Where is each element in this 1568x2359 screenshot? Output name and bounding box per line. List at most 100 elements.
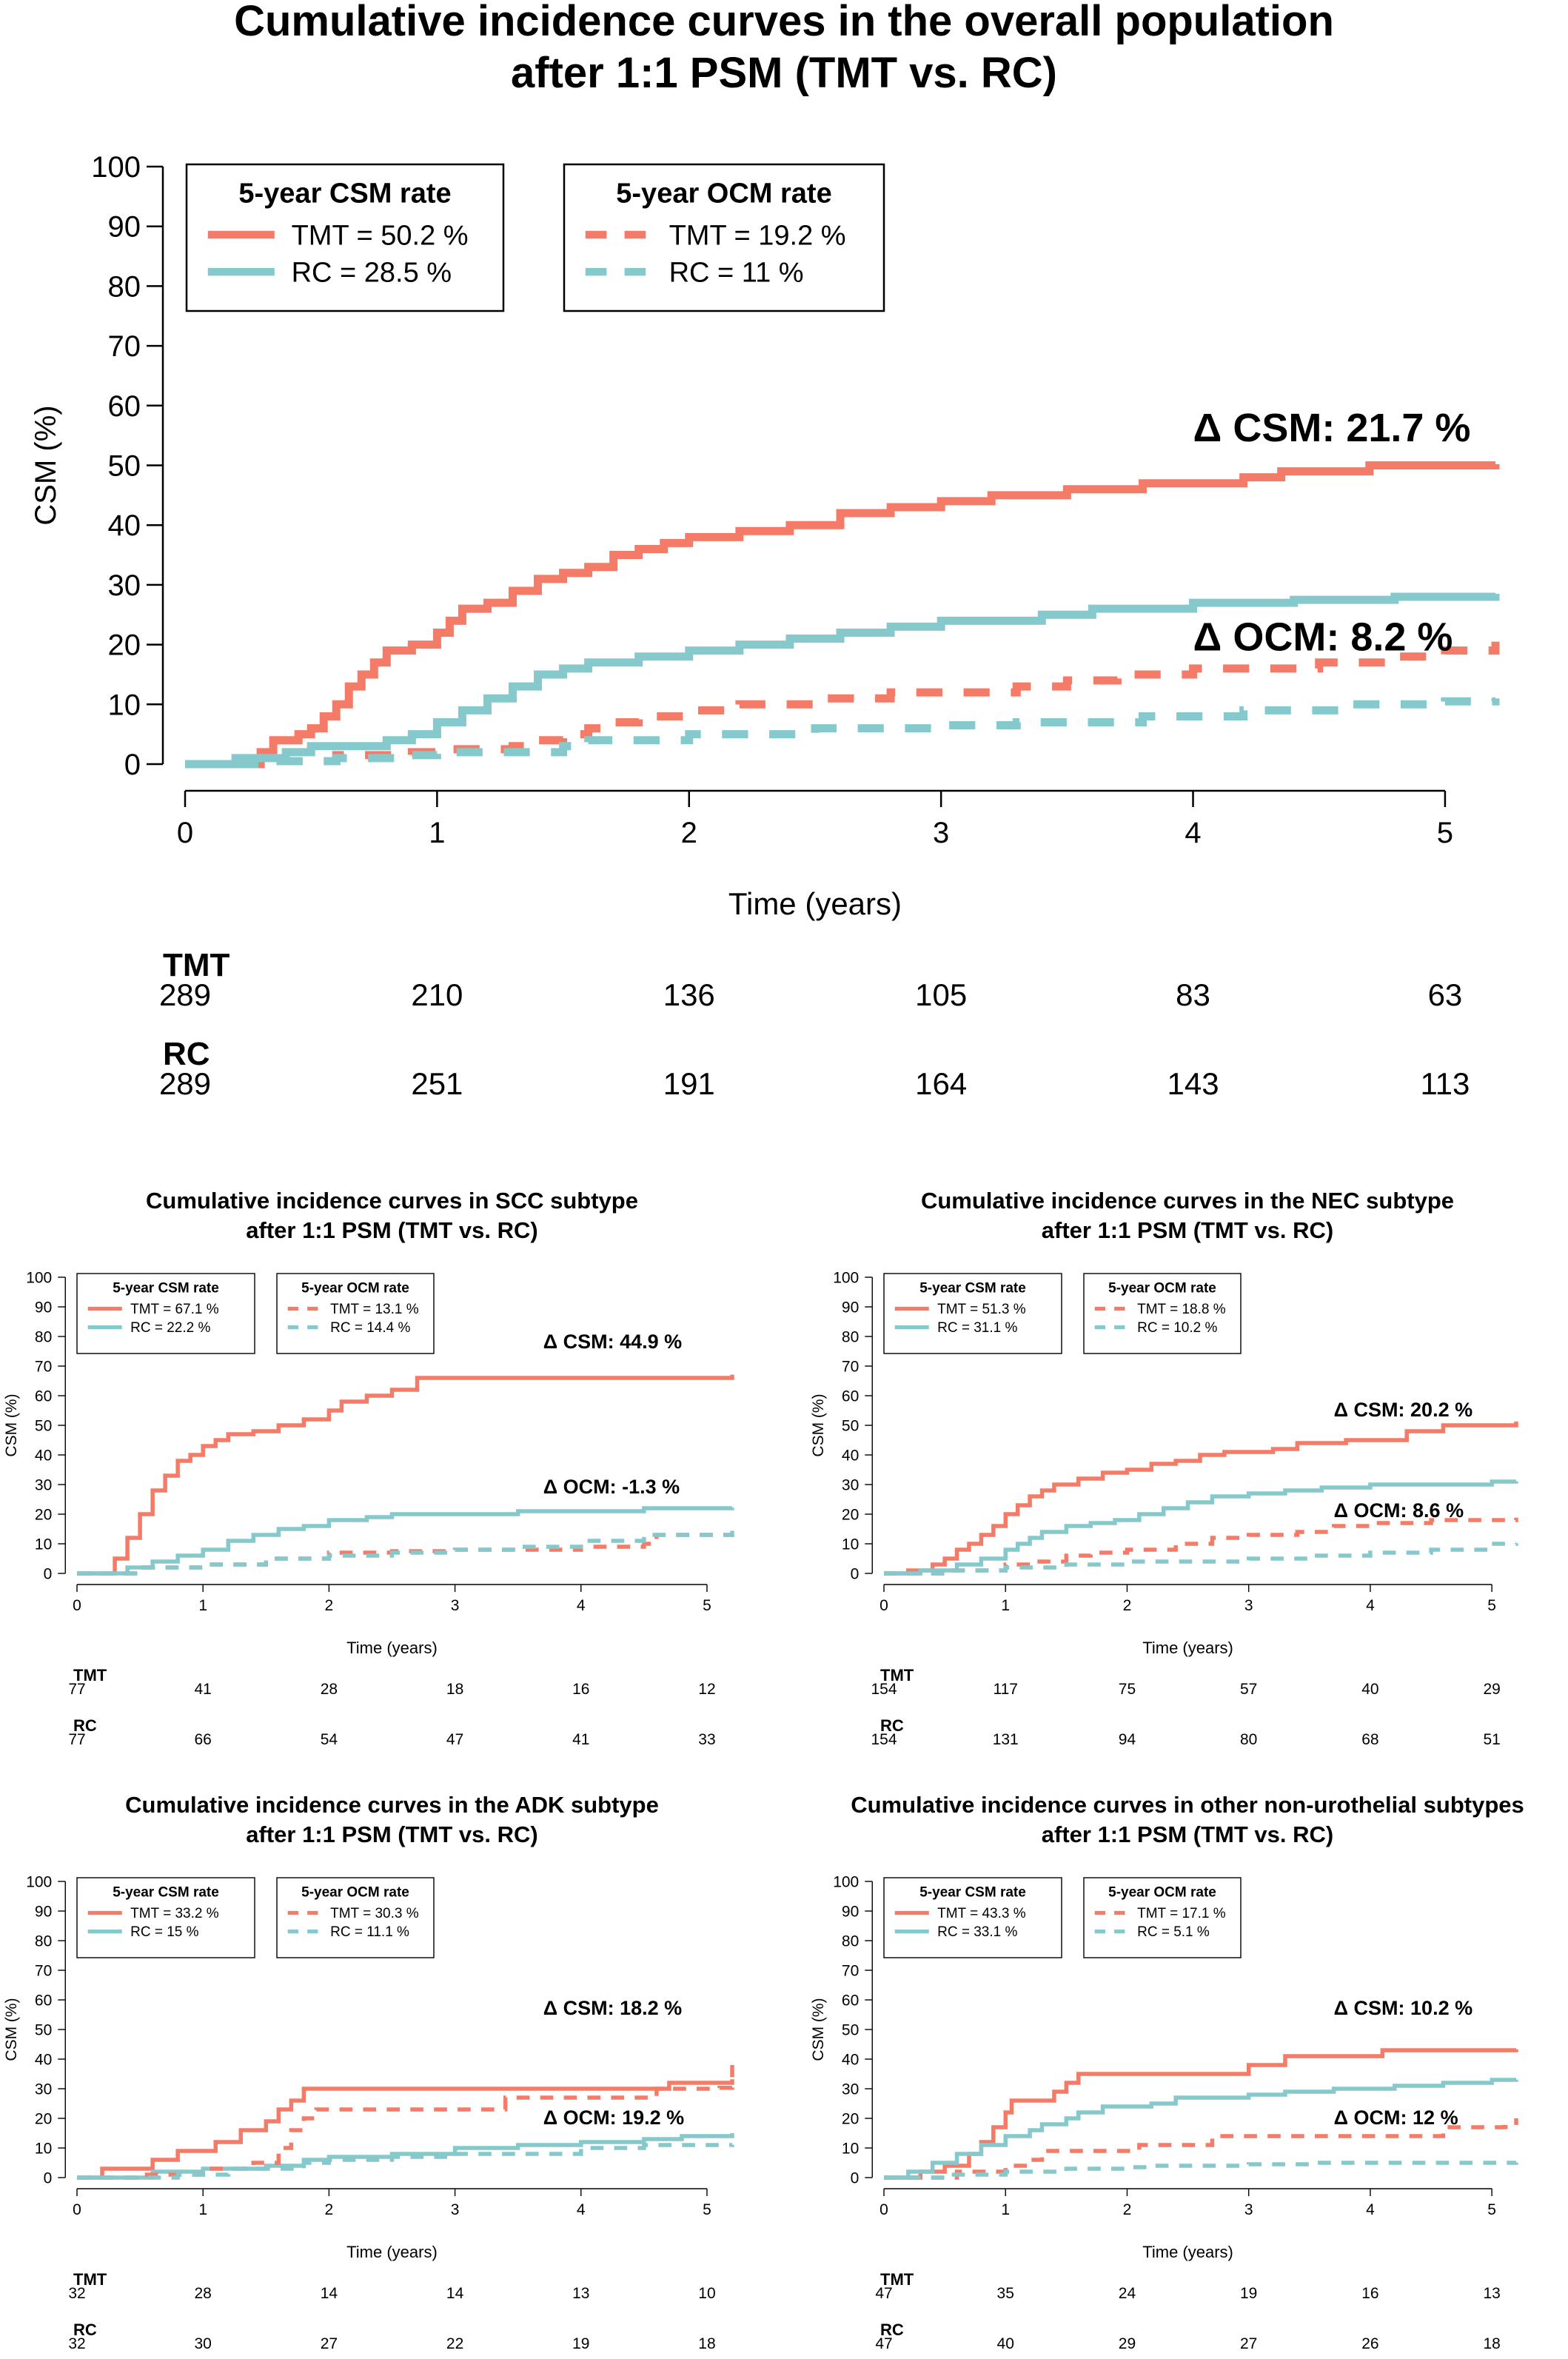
- y-tick-label: 30: [842, 1476, 859, 1493]
- legend-csm: 5-year CSM rate TMT = 67.1 % RC = 22.2 %: [76, 1273, 255, 1354]
- legend-entry: TMT = 50.2 %: [292, 220, 469, 251]
- at-risk-value-tmt: 28: [321, 1681, 338, 1698]
- y-tick-label: 0: [44, 1565, 53, 1582]
- y-tick-label: 100: [91, 151, 141, 184]
- y-tick-label: 60: [842, 1388, 859, 1405]
- at-risk-value-tmt: 16: [1361, 2285, 1378, 2302]
- at-risk-value-tmt: 10: [698, 2285, 715, 2302]
- x-tick-label: 2: [325, 2201, 334, 2218]
- at-risk-value-rc: 66: [195, 1731, 212, 1748]
- y-tick-label: 50: [35, 1417, 52, 1434]
- y-tick-label: 50: [842, 1417, 859, 1434]
- chart-svg: Cumulative incidence curves in the ADK s…: [3, 1792, 734, 2352]
- y-tick-label: 90: [35, 1903, 52, 1920]
- at-risk-value-tmt: 47: [875, 2285, 892, 2302]
- at-risk-value-tmt: 83: [1176, 977, 1210, 1012]
- y-tick-label: 30: [108, 569, 141, 602]
- legend-csm: 5-year CSM rate TMT = 51.3 % RC = 31.1 %: [883, 1273, 1062, 1354]
- chart-svg: Cumulative incidence curves in other non…: [810, 1792, 1524, 2352]
- at-risk-value-rc: 77: [68, 1731, 85, 1748]
- y-tick-label: 0: [851, 1565, 860, 1582]
- y-tick-label: 70: [842, 1962, 859, 1979]
- y-axis-label: CSM (%): [810, 1393, 827, 1456]
- delta-csm-annotation: Δ CSM: 21.7 %: [1193, 406, 1471, 450]
- at-risk-value-tmt: 24: [1119, 2285, 1136, 2302]
- legend-title: 5-year CSM rate: [238, 178, 451, 209]
- delta-ocm-annotation: Δ OCM: 12 %: [1334, 2107, 1458, 2129]
- legend-title: 5-year OCM rate: [616, 178, 831, 209]
- x-axis-label: Time (years): [1142, 1639, 1233, 1657]
- at-risk-value-tmt: 289: [159, 977, 211, 1012]
- chart-title-line: Cumulative incidence curves in other non…: [851, 1792, 1524, 1818]
- chart-nec-panel: Cumulative incidence curves in the NEC s…: [807, 1162, 1568, 1755]
- at-risk-value-rc: 164: [915, 1066, 967, 1101]
- legend-entry: RC = 5.1 %: [1137, 1924, 1210, 1940]
- at-risk-value-rc: 40: [997, 2335, 1014, 2352]
- legend-ocm: 5-year OCM rate TMT = 30.3 % RC = 11.1 %: [276, 1877, 435, 1958]
- x-axis-label: Time (years): [1142, 2243, 1233, 2261]
- y-tick-label: 40: [108, 509, 141, 542]
- x-tick-label: 2: [325, 1597, 334, 1614]
- y-tick-label: 20: [35, 2110, 52, 2127]
- at-risk-value-tmt: 117: [993, 1681, 1017, 1698]
- x-tick-label: 5: [1487, 1597, 1496, 1614]
- y-tick-label: 30: [842, 2081, 859, 2098]
- at-risk-value-rc: 191: [663, 1066, 715, 1101]
- legend-entry: TMT = 18.8 %: [1137, 1302, 1226, 1317]
- at-risk-value-tmt: 16: [572, 1681, 589, 1698]
- y-tick-label: 100: [26, 1269, 52, 1286]
- series-line-tmt-ocm: [185, 641, 1500, 769]
- chart-title-line: Cumulative incidence curves in the ADK s…: [125, 1792, 659, 1818]
- at-risk-label-tmt: TMT: [880, 2270, 914, 2289]
- chart-svg: Cumulative incidence curves in SCC subty…: [3, 1188, 734, 1748]
- at-risk-value-rc: 131: [993, 1731, 1019, 1748]
- series-line-tmt-csm: [185, 461, 1500, 769]
- delta-csm-annotation: Δ CSM: 20.2 %: [1334, 1399, 1472, 1421]
- x-tick-label: 3: [1244, 2201, 1253, 2218]
- legend-box: [276, 1877, 435, 1958]
- at-risk-value-rc: 68: [1361, 1731, 1378, 1748]
- y-tick-label: 50: [108, 450, 141, 483]
- y-tick-label: 80: [35, 1328, 52, 1345]
- y-tick-label: 20: [842, 1506, 859, 1523]
- y-tick-label: 40: [842, 2051, 859, 2068]
- x-tick-label: 5: [703, 2201, 711, 2218]
- at-risk-value-rc: 54: [321, 1731, 338, 1748]
- at-risk-value-rc: 51: [1483, 1731, 1500, 1748]
- legend-csm: 5-year CSM rate TMT = 50.2 % RC = 28.5 %: [185, 163, 505, 312]
- at-risk-value-tmt: 32: [68, 2285, 85, 2302]
- at-risk-value-tmt: 14: [446, 2285, 464, 2302]
- series-line-tmt-csm: [884, 1421, 1518, 1576]
- at-risk-value-tmt: 77: [68, 1681, 85, 1698]
- y-tick-label: 90: [35, 1299, 52, 1316]
- at-risk-value-rc: 18: [1483, 2335, 1500, 2352]
- y-tick-label: 90: [108, 211, 141, 244]
- legend-entry: TMT = 19.2 %: [669, 220, 846, 251]
- legend-csm: 5-year CSM rate TMT = 33.2 % RC = 15 %: [76, 1877, 255, 1958]
- chart-adk-panel: Cumulative incidence curves in the ADK s…: [0, 1767, 784, 2359]
- series-line-tmt-ocm: [884, 1517, 1518, 1576]
- x-tick-label: 1: [198, 2201, 207, 2218]
- y-tick-label: 40: [842, 1447, 859, 1464]
- legend-entry: TMT = 43.3 %: [937, 1906, 1026, 1921]
- legend-entry: RC = 22.2 %: [130, 1320, 210, 1336]
- chart-title-line: after 1:1 PSM (TMT vs. RC): [1042, 1217, 1333, 1243]
- series-line-tmt-csm: [77, 1374, 734, 1576]
- x-tick-label: 3: [933, 817, 949, 849]
- at-risk-value-tmt: 40: [1361, 1681, 1378, 1698]
- legend-title: 5-year CSM rate: [919, 1885, 1026, 1901]
- y-tick-label: 80: [842, 1328, 859, 1345]
- at-risk-value-tmt: 154: [871, 1681, 897, 1698]
- at-risk-label-rc: RC: [880, 2320, 904, 2339]
- y-tick-label: 40: [35, 2051, 52, 2068]
- delta-ocm-annotation: Δ OCM: 8.6 %: [1334, 1499, 1464, 1522]
- legend-entry: TMT = 17.1 %: [1137, 1906, 1226, 1921]
- x-tick-label: 1: [198, 1597, 207, 1614]
- x-tick-label: 0: [73, 1597, 81, 1614]
- x-tick-label: 5: [1487, 2201, 1496, 2218]
- chart-title-line: Cumulative incidence curves in the NEC s…: [921, 1188, 1454, 1214]
- at-risk-value-tmt: 14: [321, 2285, 338, 2302]
- chart-title-line: after 1:1 PSM (TMT vs. RC): [246, 1821, 537, 1847]
- at-risk-value-rc: 94: [1119, 1731, 1136, 1748]
- legend-entry: RC = 28.5 %: [292, 257, 452, 288]
